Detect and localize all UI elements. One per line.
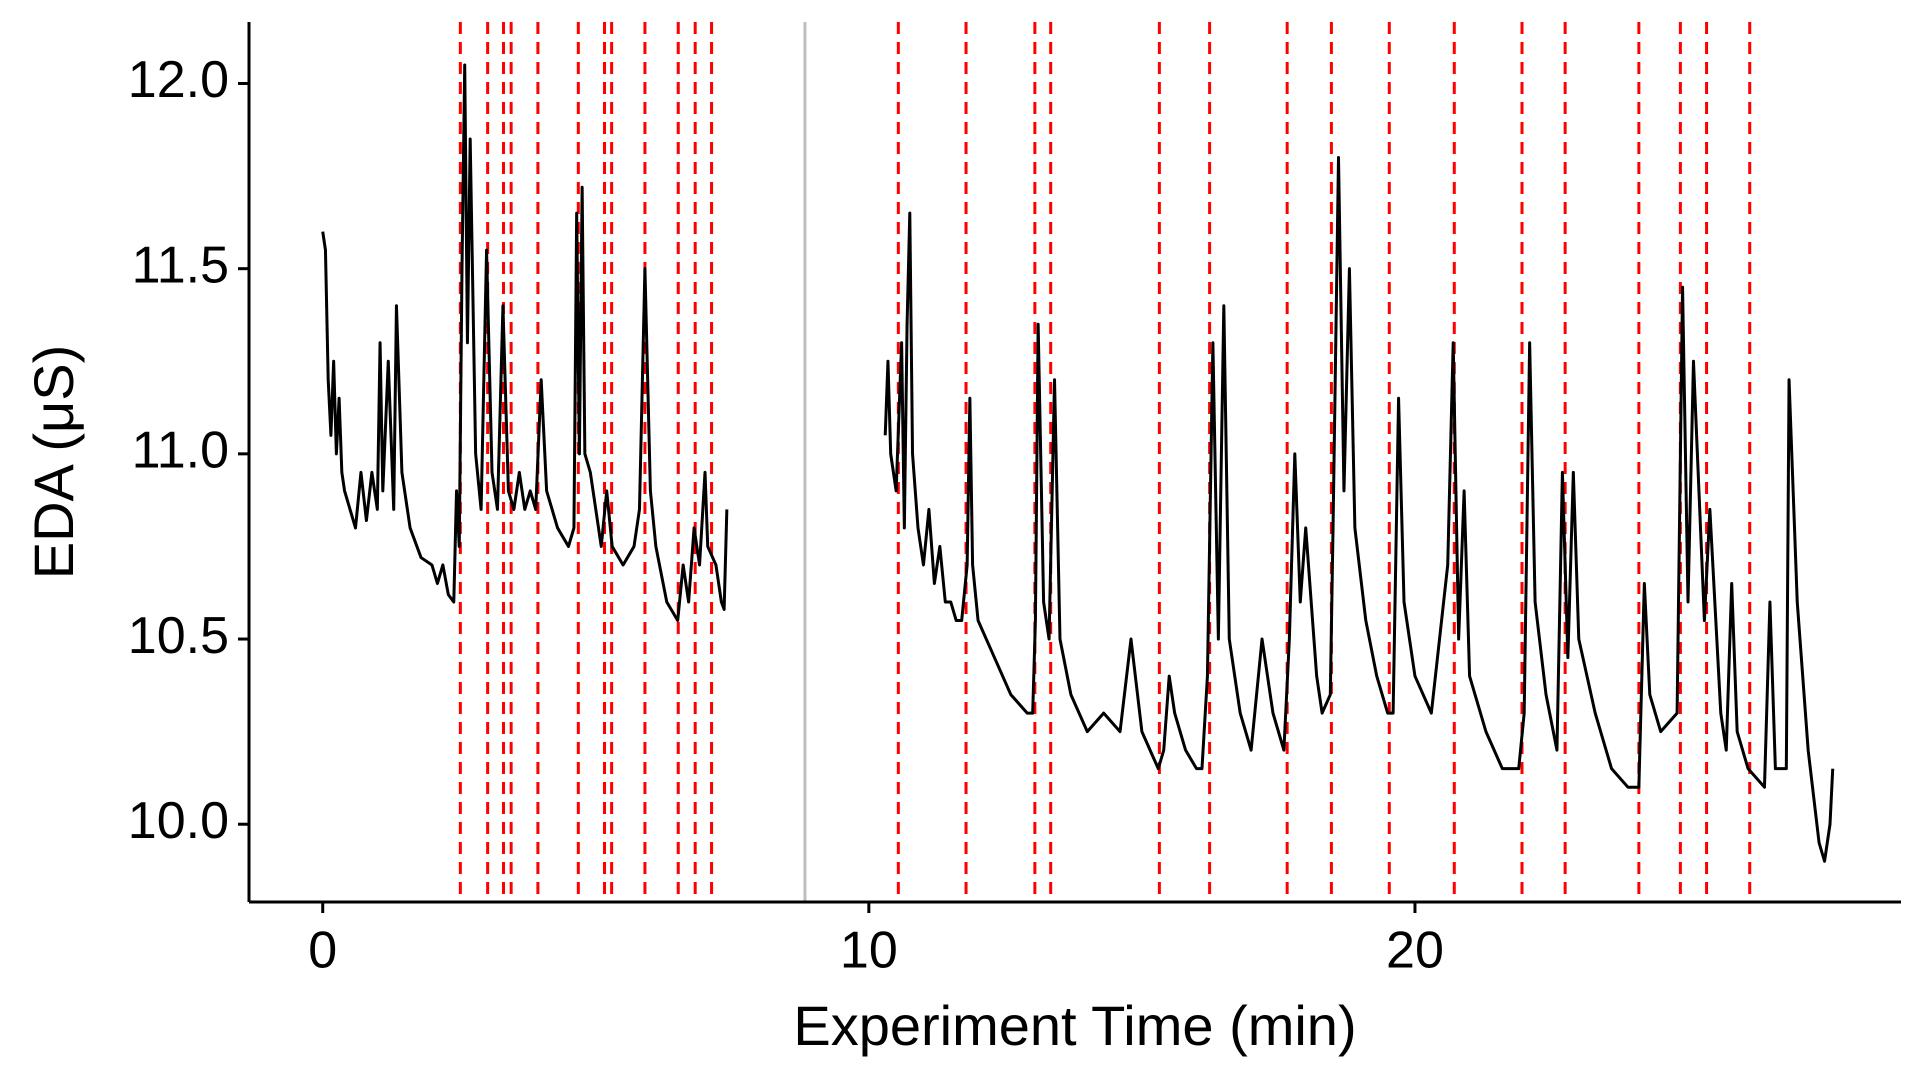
x-tick-label: 20 [1386, 922, 1444, 980]
y-tick-label: 12.0 [128, 51, 229, 109]
x-axis-title: Experiment Time (min) [793, 994, 1356, 1057]
x-tick-label: 10 [840, 922, 898, 980]
y-axis-title: EDA (μS) [22, 345, 85, 580]
data-line [321, 63, 1835, 863]
y-tick-label: 10.5 [128, 607, 229, 665]
y-tick-label: 11.0 [132, 422, 229, 480]
y-tick-label: 10.0 [128, 792, 229, 850]
y-tick-label: 11.5 [132, 236, 229, 294]
x-tick-label: 0 [308, 922, 337, 980]
